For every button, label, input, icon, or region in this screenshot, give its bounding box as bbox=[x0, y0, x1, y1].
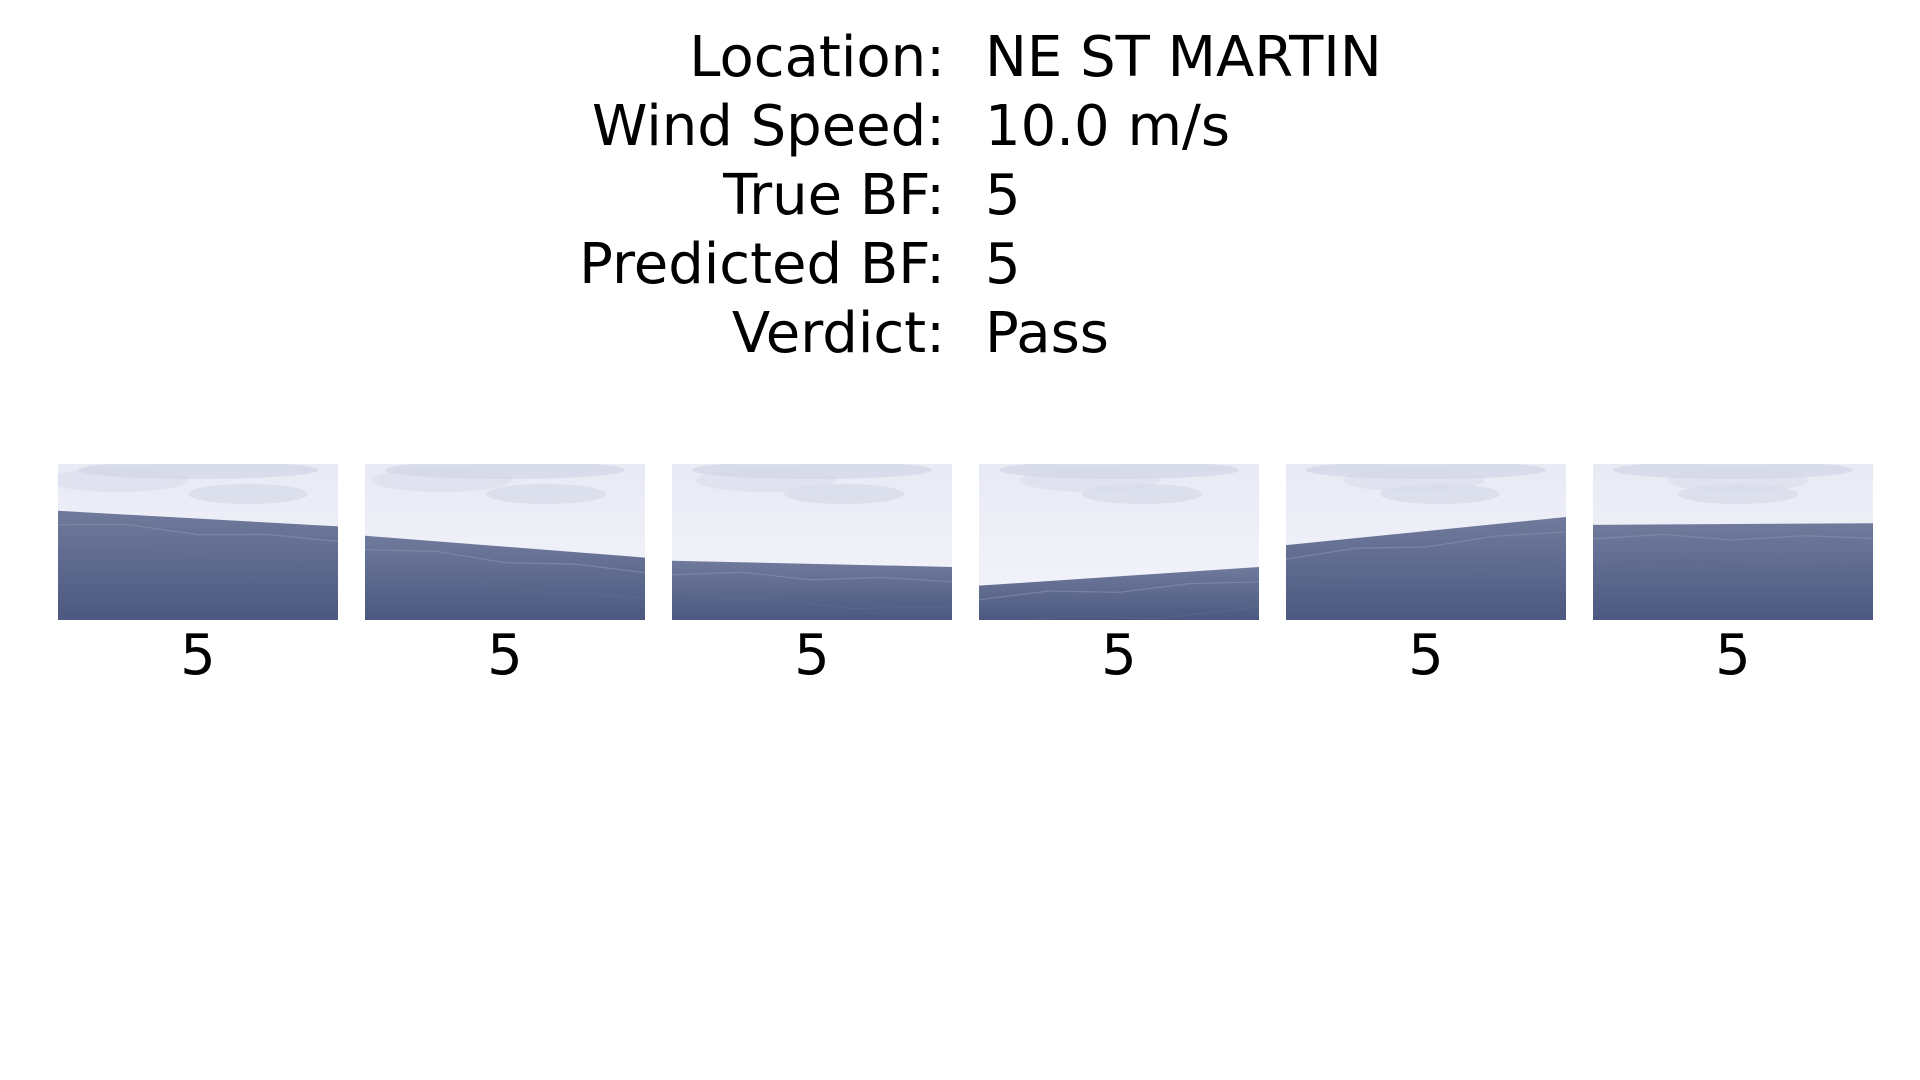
sea-photo bbox=[58, 464, 338, 620]
predicted-bf-row: Predicted BF: 5 bbox=[0, 225, 1920, 297]
sea-image-1 bbox=[58, 464, 338, 620]
true-bf-value: 5 bbox=[985, 163, 1021, 228]
sea-image-1-label: 5 bbox=[180, 623, 216, 688]
true-bf-row: True BF: 5 bbox=[0, 156, 1920, 228]
sea-photo bbox=[979, 464, 1259, 620]
verdict-label: Verdict: bbox=[731, 301, 945, 366]
sea-image-3 bbox=[672, 464, 952, 620]
sea-image-3-label: 5 bbox=[794, 623, 830, 688]
wind-speed-label: Wind Speed: bbox=[592, 94, 945, 159]
location-label: Location: bbox=[689, 25, 945, 90]
sea-photo bbox=[1286, 464, 1566, 620]
sea-image-5-label: 5 bbox=[1408, 623, 1444, 688]
location-value: NE ST MARTIN bbox=[985, 25, 1382, 90]
sea-image-6-label: 5 bbox=[1715, 623, 1751, 688]
sea-photo bbox=[1593, 464, 1873, 620]
verdict-value: Pass bbox=[985, 301, 1109, 366]
info-table: Location: NE ST MARTIN Wind Speed: 10.0 … bbox=[0, 18, 1920, 366]
wind-speed-value: 10.0 m/s bbox=[985, 94, 1231, 159]
sea-image-4 bbox=[979, 464, 1259, 620]
sea-image-2 bbox=[365, 464, 645, 620]
sea-photo bbox=[672, 464, 952, 620]
predicted-bf-value: 5 bbox=[985, 232, 1021, 297]
verdict-row: Verdict: Pass bbox=[0, 294, 1920, 366]
wind-speed-row: Wind Speed: 10.0 m/s bbox=[0, 87, 1920, 159]
sea-image-5 bbox=[1286, 464, 1566, 620]
true-bf-label: True BF: bbox=[723, 163, 945, 228]
sea-photo bbox=[365, 464, 645, 620]
sea-image-4-label: 5 bbox=[1101, 623, 1137, 688]
predicted-bf-label: Predicted BF: bbox=[579, 232, 945, 297]
location-row: Location: NE ST MARTIN bbox=[0, 18, 1920, 90]
sea-image-2-label: 5 bbox=[487, 623, 523, 688]
sea-image-6 bbox=[1593, 464, 1873, 620]
